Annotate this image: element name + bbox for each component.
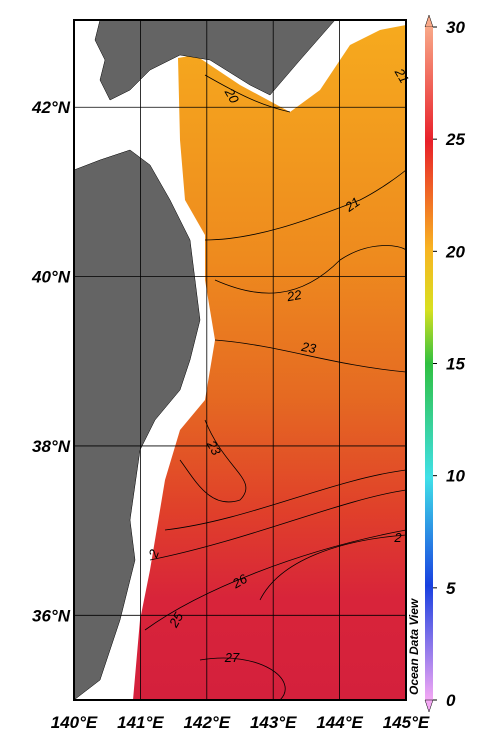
contour-label: 23 [203,437,224,459]
colorbar-tick-label: 10 [446,467,465,486]
contour-label: 2 [393,530,402,545]
watermark: Ocean Data View [407,598,421,695]
colorbar-tick-label: 25 [445,130,465,149]
lon-tick-label: 142°E [184,713,231,732]
contour-label: 21 [341,194,362,215]
contour-label: 27 [224,650,240,665]
contour-label: 21 [391,65,412,86]
map-frame [73,19,407,701]
lat-tick-label: 38°N [32,437,71,456]
colorbar-tick-label: 5 [446,579,456,598]
lon-tick-label: 140°E [51,713,98,732]
colorbar-cap-bottom [424,699,434,713]
contour-label: 20 [221,85,242,107]
colorbar-tick-label: 20 [445,242,465,261]
contours [144,74,407,701]
land-hokkaido [94,19,336,101]
ocean-field [133,25,406,700]
lon-tick-label: 144°E [316,713,363,732]
colorbar-tick-label: 30 [446,18,465,37]
colorbar-cap-top [424,14,434,28]
contour-label: 26 [229,571,251,592]
contour-label: 25 [165,609,186,631]
lat-tick-label: 36°N [32,606,71,625]
colorbar-tick-label: 15 [446,355,465,374]
colorbar-tick-label: 0 [446,691,456,710]
lat-tick-label: 40°N [31,268,71,287]
lat-tick-label: 42°N [31,98,71,117]
contour-label: 22 [285,287,304,305]
contour-label: 23 [299,339,318,357]
land-honshu [73,149,201,701]
lon-tick-label: 143°E [250,713,297,732]
lon-tick-label: 141°E [117,713,164,732]
colorbar [425,27,433,700]
lon-tick-label: 145°E [383,713,430,732]
